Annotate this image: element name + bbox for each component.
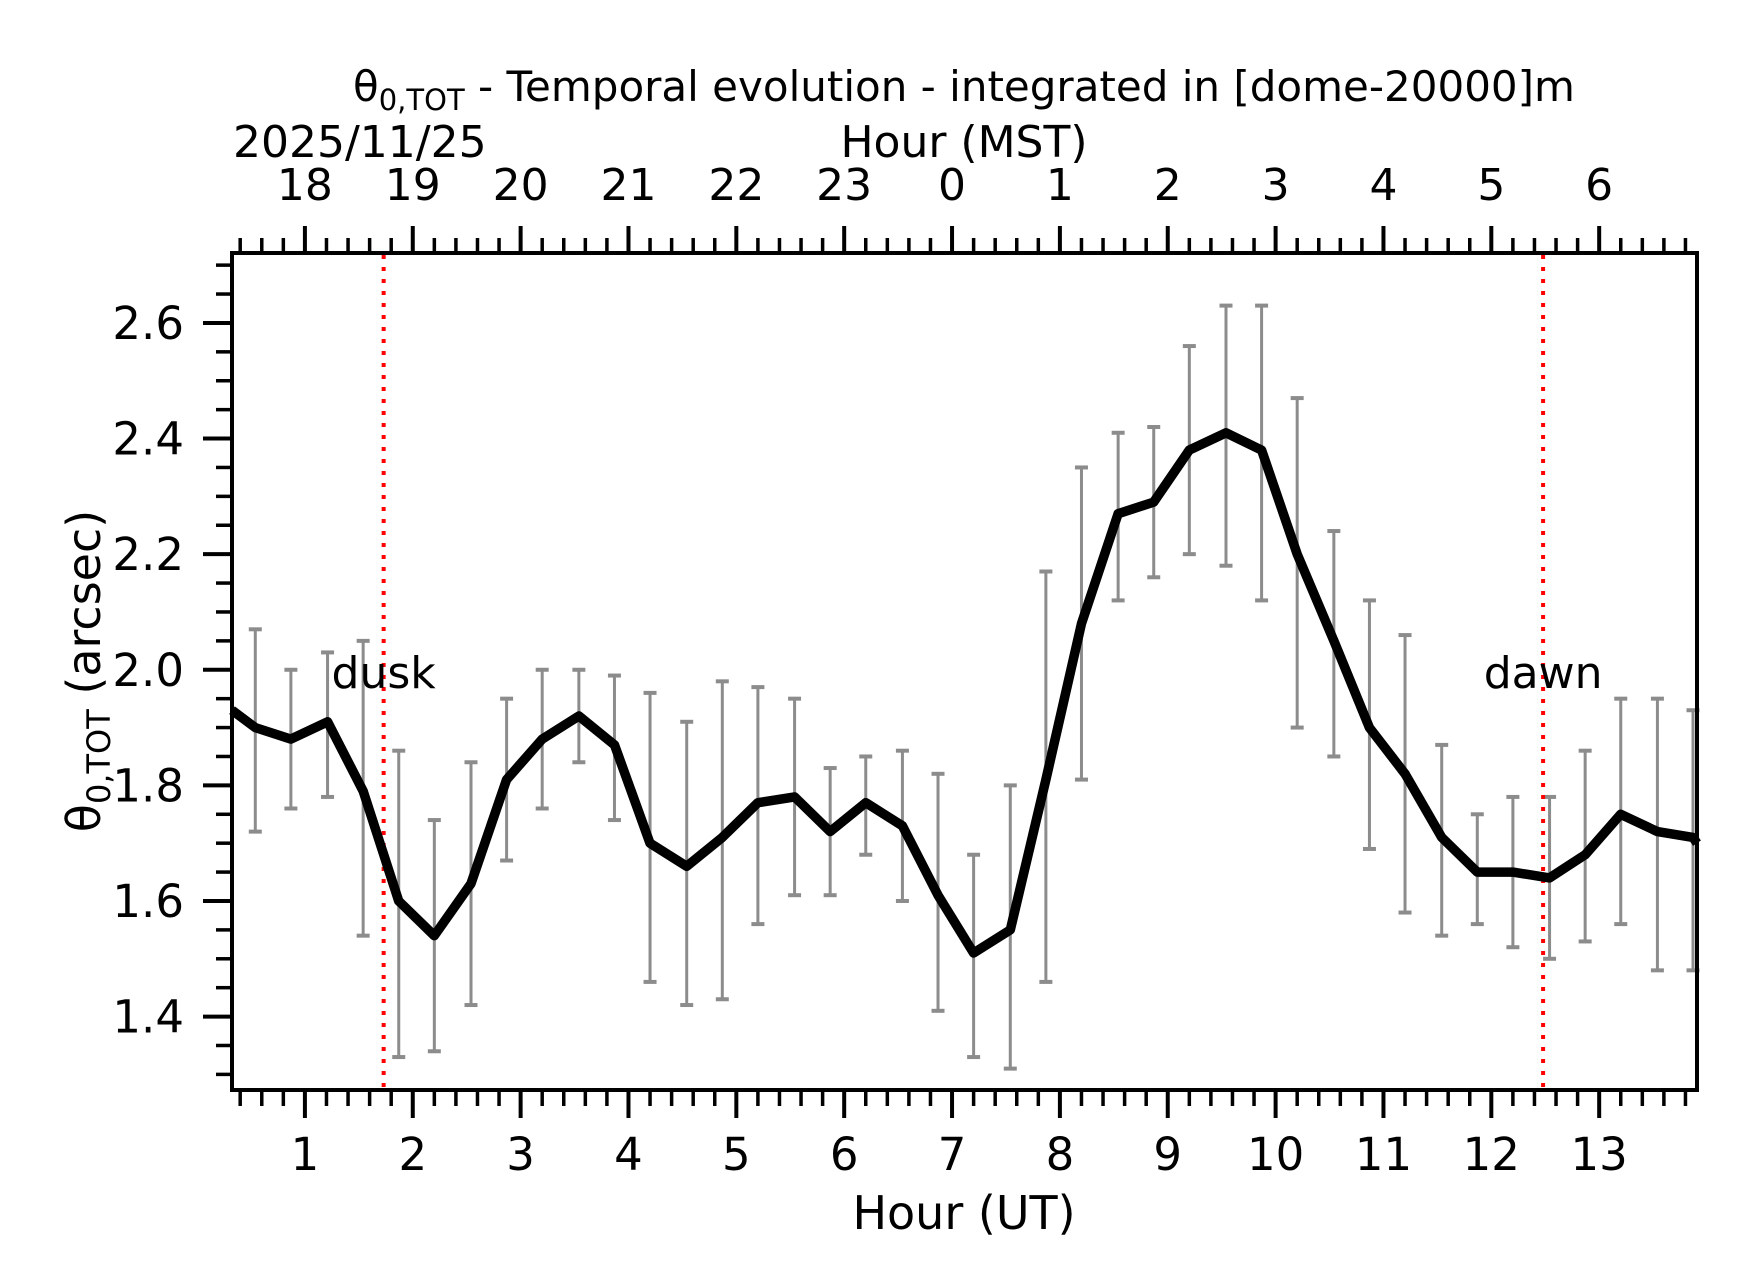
x-tick-label: 5: [722, 1128, 751, 1181]
twilight-labels: dusk dawn: [332, 648, 1603, 699]
x-tick-label: 7: [938, 1128, 967, 1181]
mst-tick-labels: 18 19 20 21 22 23 0 1 2 3 4 5 6: [277, 160, 1613, 211]
spines: [230, 251, 1699, 1092]
y-tick-label: 2.4: [112, 413, 184, 466]
dusk-label: dusk: [332, 648, 437, 699]
error-bar: [1578, 748, 1592, 944]
data-series: [229, 428, 1701, 958]
x-tick-label: 1: [291, 1128, 320, 1181]
plot-border: [230, 251, 1699, 1092]
y-tick-label: 1.4: [112, 991, 184, 1044]
mst-tick-label: 0: [938, 160, 966, 211]
bottom-axis-label: Hour (UT): [852, 1186, 1075, 1240]
mst-tick-label: 4: [1369, 160, 1397, 211]
mst-tick-label: 22: [708, 160, 764, 211]
dawn-label: dawn: [1484, 648, 1603, 699]
mst-tick-label: 20: [493, 160, 549, 211]
y-tick-labels: 1.4 1.6 1.8 2.0 2.2 2.4 2.6: [112, 297, 184, 1044]
x-tick-label: 3: [506, 1128, 535, 1181]
y-tick-label: 1.8: [112, 759, 184, 812]
y-tick-label: 2.6: [112, 297, 184, 350]
mst-tick-label: 3: [1262, 160, 1290, 211]
chart-title: θ0,TOT - Temporal evolution - integrated…: [353, 62, 1575, 117]
titles: θ0,TOT - Temporal evolution - integrated…: [57, 62, 1575, 1240]
ticks: [203, 226, 1688, 1118]
x-tick-label: 13: [1571, 1128, 1628, 1181]
y-tick-label: 1.6: [112, 875, 184, 928]
x-tick-label: 4: [614, 1128, 643, 1181]
y-axis-label: θ0,TOT (arcsec): [57, 510, 118, 832]
y-tick-label: 2.2: [112, 528, 184, 581]
x-tick-labels: 1 2 3 4 5 6 7 8 9 10 11 12 13: [291, 1128, 1628, 1181]
mst-tick-label: 18: [277, 160, 333, 211]
x-tick-label: 11: [1355, 1128, 1412, 1181]
date-label: 2025/11/25: [233, 117, 487, 168]
mst-tick-label: 2: [1154, 160, 1182, 211]
x-tick-label: 8: [1046, 1128, 1075, 1181]
y-tick-label: 2.0: [112, 644, 184, 697]
mst-tick-label: 1: [1046, 160, 1074, 211]
x-tick-label: 9: [1153, 1128, 1182, 1181]
top-axis-label: Hour (MST): [840, 117, 1087, 168]
data-line: [229, 428, 1701, 958]
mst-tick-label: 6: [1585, 160, 1613, 211]
x-tick-label: 2: [398, 1128, 427, 1181]
x-tick-label: 10: [1247, 1128, 1304, 1181]
x-tick-label: 12: [1463, 1128, 1520, 1181]
x-tick-label: 6: [830, 1128, 859, 1181]
mst-tick-label: 19: [385, 160, 441, 211]
mst-tick-label: 5: [1477, 160, 1505, 211]
mst-tick-label: 21: [600, 160, 656, 211]
mst-tick-label: 23: [816, 160, 872, 211]
